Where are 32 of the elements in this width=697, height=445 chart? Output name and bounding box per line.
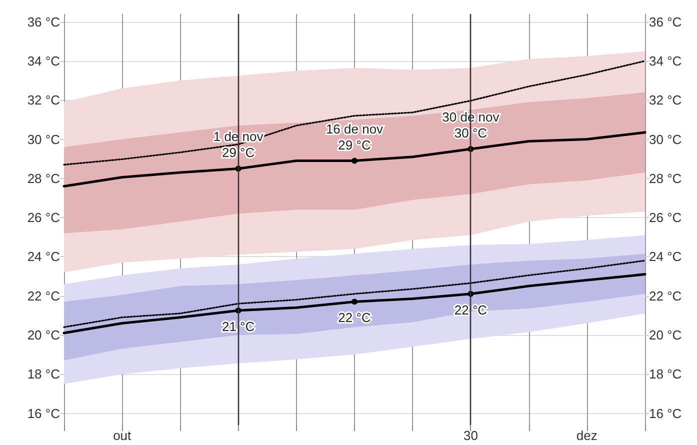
data-label: 22 °C <box>338 310 371 326</box>
data-label: 22 °C <box>454 302 488 318</box>
x-tick-label: out <box>113 428 132 443</box>
line-series <box>63 60 646 166</box>
y-tick-label: 34 °C <box>27 53 60 68</box>
y-tick-label: 28 °C <box>27 170 60 186</box>
y2-tick-label: 24 °C <box>649 249 682 264</box>
y-tick-label: 18 °C <box>27 366 60 382</box>
y2-tick-label: 22 °C <box>649 288 682 304</box>
y2-tick-label: 34 °C <box>649 53 682 68</box>
point <box>352 158 358 164</box>
y2-tick-label: 28 °C <box>649 170 682 186</box>
y-tick-label: 20 °C <box>27 327 60 342</box>
y-tick-label: 22 °C <box>27 288 60 304</box>
y-tick-label: 32 °C <box>27 92 60 108</box>
y-tick-label: 24 °C <box>27 249 60 264</box>
x-tick-label: dez <box>576 428 598 443</box>
y2-tick-label: 26 °C <box>649 210 682 226</box>
y-tick-label: 36 °C <box>27 14 60 30</box>
y-tick-label: 26 °C <box>27 210 60 226</box>
data-label: 21 °C <box>222 319 255 334</box>
y2-tick-label: 36 °C <box>649 14 682 30</box>
y2-tick-label: 16 °C <box>649 406 682 421</box>
x-tick-label: 30 <box>463 428 478 443</box>
y-tick-label: 16 °C <box>27 406 60 421</box>
y2-tick-label: 32 °C <box>649 92 682 108</box>
y2-tick-label: 18 °C <box>649 366 682 382</box>
data-label: 16 de nov 29 °C <box>326 121 384 152</box>
y2-tick-label: 20 °C <box>649 327 682 342</box>
y-tick-label: 30 °C <box>27 132 60 147</box>
y2-tick-label: 30 °C <box>649 132 682 147</box>
point <box>352 298 358 305</box>
